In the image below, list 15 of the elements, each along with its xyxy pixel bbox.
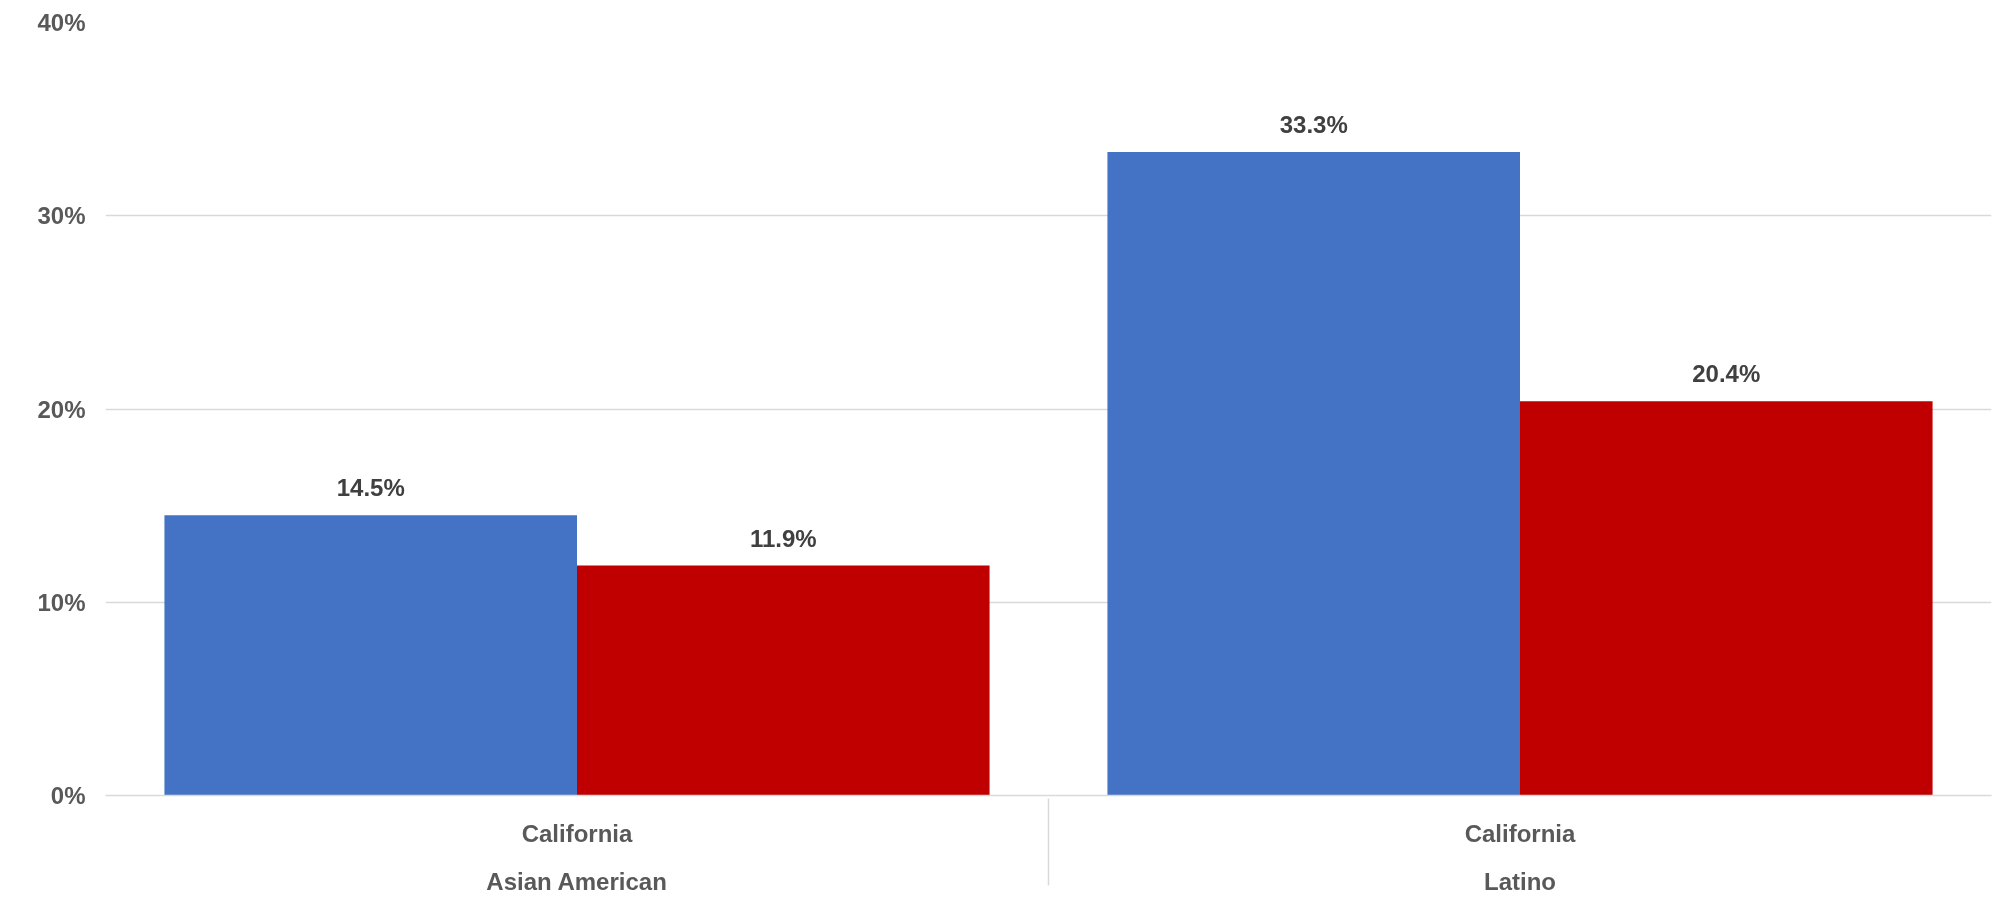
- category-label: California Asian American: [486, 819, 667, 895]
- y-tick-label: 40%: [37, 9, 86, 36]
- category-label: California Latino: [1464, 819, 1576, 895]
- data-label: 14.5%: [336, 474, 405, 502]
- y-tick-label: 0%: [50, 782, 86, 809]
- y-tick-label: 20%: [37, 395, 86, 423]
- data-label: 20.4%: [1692, 360, 1761, 388]
- bar: [1520, 401, 1933, 796]
- bar: [164, 515, 577, 796]
- y-tick-label: 10%: [37, 588, 86, 616]
- bar: [1107, 151, 1520, 796]
- data-label: 11.9%: [749, 524, 817, 552]
- y-tick-label: 30%: [37, 202, 86, 230]
- bar: [577, 565, 990, 796]
- data-label: 33.3%: [1279, 110, 1348, 138]
